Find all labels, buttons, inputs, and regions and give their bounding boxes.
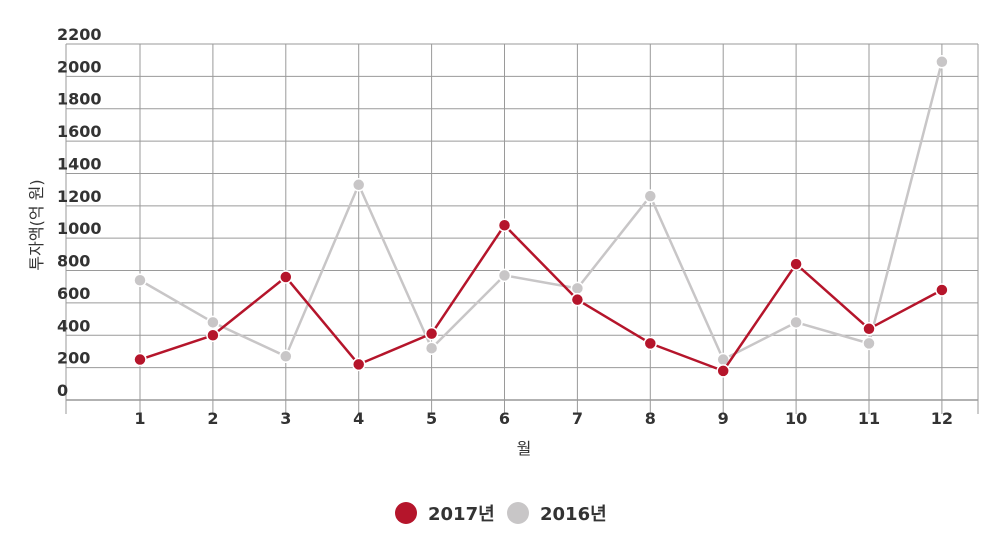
data-point: [497, 268, 512, 283]
x-tick-label: 1: [134, 409, 145, 428]
x-axis-ticks: 1 2 3 4 5 6 7 8 9 10 11 12: [134, 409, 953, 428]
data-point: [279, 349, 293, 364]
legend-label: 2017년: [428, 504, 495, 525]
y-tick-label: 1600: [57, 122, 102, 141]
x-axis-title: 월: [517, 439, 532, 458]
data-point: [862, 336, 876, 351]
data-point: [206, 328, 220, 343]
data-point: [643, 189, 658, 203]
x-tick-label: 6: [499, 409, 510, 428]
legend: 2017년 2016년: [395, 502, 607, 525]
x-tick-label: 12: [931, 409, 953, 428]
y-tick-label: 200: [57, 349, 90, 368]
y-tick-label: 1400: [57, 154, 102, 173]
data-point: [351, 357, 366, 372]
x-tick-label: 2: [207, 409, 218, 428]
y-axis-title: 투자액(억 원): [27, 179, 46, 270]
data-point: [133, 352, 147, 367]
data-point: [570, 292, 585, 307]
data-point: [789, 257, 803, 271]
data-point: [424, 341, 439, 355]
x-tick-label: 11: [858, 409, 880, 428]
legend-swatch: [507, 502, 529, 524]
series-0: [133, 55, 949, 367]
grid: [65, 43, 979, 414]
x-tick-label: 4: [353, 409, 364, 428]
data-point: [424, 326, 439, 341]
y-tick-label: 0: [57, 381, 68, 400]
data-point: [789, 315, 803, 330]
y-tick-label: 2200: [57, 25, 102, 44]
y-tick-label: 400: [57, 316, 90, 335]
series-layer: [133, 55, 949, 378]
data-point: [279, 270, 293, 284]
y-tick-label: 1200: [57, 187, 102, 206]
x-tick-label: 7: [572, 409, 583, 428]
series-line: [139, 61, 944, 361]
data-point: [351, 178, 366, 192]
y-tick-label: 2000: [57, 57, 102, 76]
x-tick-label: 8: [645, 409, 656, 428]
data-point: [570, 281, 585, 296]
x-tick-label: 3: [280, 409, 291, 428]
series-1: [133, 218, 949, 378]
data-point: [935, 283, 949, 297]
data-point: [935, 55, 949, 69]
y-axis-ticks: 0 200 400 600 800 1000 1200 1400 1600 1800 2000 220…: [57, 25, 102, 400]
legend-item: 2016년: [507, 502, 607, 525]
y-tick-label: 800: [57, 252, 90, 271]
legend-swatch: [395, 502, 417, 524]
legend-label: 2016년: [540, 504, 607, 525]
x-tick-label: 5: [426, 409, 437, 428]
series-line: [139, 223, 943, 373]
y-tick-label: 1800: [57, 90, 102, 109]
data-point: [497, 218, 512, 232]
data-point: [206, 315, 220, 330]
legend-item: 2017년: [395, 502, 495, 525]
data-point: [133, 273, 147, 288]
data-point: [716, 364, 730, 378]
x-tick-label: 9: [718, 409, 729, 428]
data-point: [862, 322, 876, 336]
x-tick-label: 10: [785, 409, 807, 428]
y-tick-label: 1000: [57, 219, 102, 238]
data-point: [643, 336, 658, 351]
y-tick-label: 600: [57, 284, 90, 303]
